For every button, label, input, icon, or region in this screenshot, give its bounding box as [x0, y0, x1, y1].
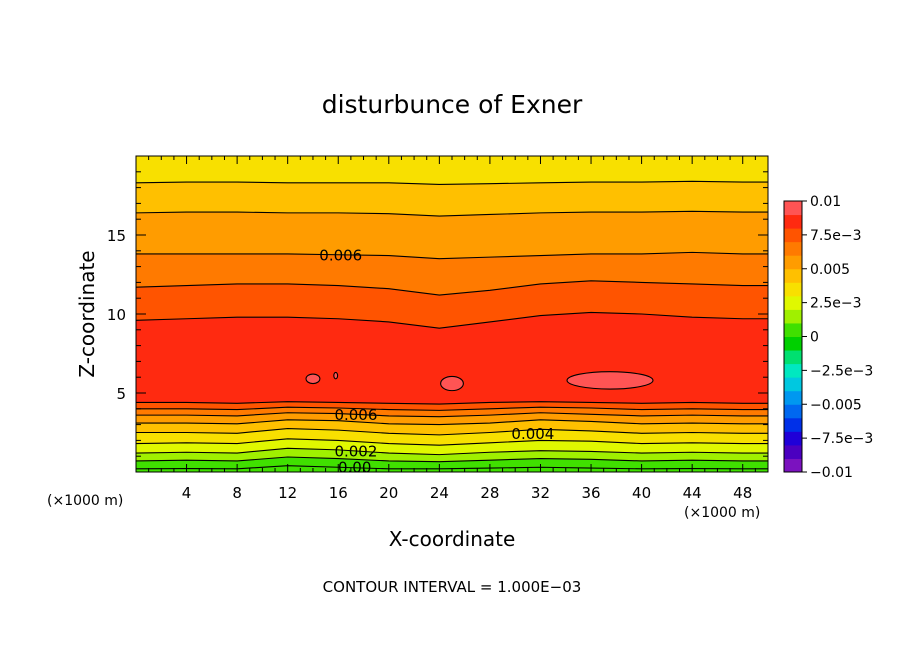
x-tick-label-12: 12	[278, 484, 297, 502]
colorbar-swatch-8	[784, 350, 802, 365]
contour-line-0-002	[136, 447, 768, 456]
colorbar-tick-label-4: 0	[810, 330, 819, 346]
x-tick-label-8: 8	[232, 484, 242, 502]
contour-line-0-003	[136, 438, 768, 446]
colorbar-tick-label-1: 7.5e−3	[810, 228, 862, 244]
colorbar-swatch-0	[784, 458, 802, 473]
x-unit-label-left: (×1000 m)	[47, 493, 123, 509]
contour-line-0-004	[136, 427, 768, 436]
x-unit-label-right: (×1000 m)	[684, 505, 760, 521]
colorbar-tick-label-5: −2.5e−3	[810, 363, 873, 379]
x-tick-label-48: 48	[733, 484, 752, 502]
colorbar-swatch-12	[784, 295, 802, 310]
colorbar-tick-label-7: −7.5e−3	[810, 431, 873, 447]
colorbar-swatch-7	[784, 363, 802, 378]
contour-line-0-008	[136, 401, 768, 405]
contour-line-0-007_upper	[136, 280, 768, 296]
colorbar-swatch-4	[784, 404, 802, 419]
y-axis-label: Z-coordinate	[75, 250, 99, 377]
contour-line-0-006_upper	[136, 251, 768, 260]
contour-lines	[136, 180, 768, 470]
x-tick-label-4: 4	[182, 484, 192, 502]
filled-band-7	[136, 407, 768, 417]
filled-band-2	[136, 448, 768, 462]
x-tick-label-28: 28	[480, 484, 499, 502]
closed-contour-1	[333, 371, 339, 380]
contour-label-1: 0.006	[334, 406, 377, 424]
contour-line-0-006	[136, 412, 768, 418]
filled-band-6	[136, 412, 768, 425]
colorbar-tick-label-0: 0.01	[810, 194, 841, 210]
chart-title: disturbunce of Exner	[322, 90, 583, 119]
contour-line-0-007	[136, 406, 768, 411]
colorbar-swatch-6	[784, 377, 802, 392]
colorbar-tick-label-2: 0.005	[810, 262, 850, 278]
colorbar-tick-label-3: 2.5e−3	[810, 296, 862, 312]
closed-contour-2	[440, 375, 464, 392]
y-tick-label-5: 5	[116, 385, 126, 403]
filled-band-13	[136, 181, 768, 217]
colorbar-tick-label-6: −0.005	[810, 397, 862, 413]
x-tick-label-40: 40	[632, 484, 651, 502]
closed-contour-0	[305, 373, 321, 385]
contour-line-0-005_upper	[136, 210, 768, 217]
contour-line-0-005	[136, 419, 768, 426]
colorbar-swatch-2	[784, 431, 802, 446]
filled-band-1	[136, 456, 768, 469]
filled-band-5	[136, 419, 768, 435]
x-tick-label-24: 24	[430, 484, 449, 502]
contour-line-0-004_upper	[136, 180, 768, 185]
colorbar-swatch-16	[784, 241, 802, 256]
colorbar-swatch-3	[784, 417, 802, 432]
colorbar-swatch-11	[784, 309, 802, 324]
contour-line-0-001	[136, 456, 768, 463]
colorbar-swatch-13	[784, 282, 802, 297]
contour-interval-note: CONTOUR INTERVAL = 1.000E−03	[323, 578, 582, 596]
x-axis: 4 8 12 16 20 24 28 32 36 40 44 48	[148, 156, 769, 502]
colorbar-swatch-17	[784, 228, 802, 243]
y-tick-label-10: 10	[107, 306, 126, 324]
x-axis-label: X-coordinate	[389, 527, 516, 551]
filled-band-11	[136, 252, 768, 296]
filled-band-14	[136, 156, 768, 185]
filled-band-4	[136, 428, 768, 446]
filled-band-10	[136, 280, 768, 329]
x-tick-label-36: 36	[581, 484, 600, 502]
y-tick-label-15: 15	[107, 227, 126, 245]
colorbar-swatch-10	[784, 322, 802, 337]
x-tick-label-32: 32	[531, 484, 550, 502]
x-tick-label-20: 20	[379, 484, 398, 502]
contour-label-2: 0.004	[511, 425, 554, 443]
colorbar: 0.01 7.5e−3 0.005 2.5e−3 0 −2.5e−3 −0.005 −7.5e…	[783, 194, 873, 481]
filled-band-3	[136, 438, 768, 455]
colorbar-swatch-15	[784, 255, 802, 270]
colorbar-swatch-9	[784, 336, 802, 351]
colorbar-swatch-18	[784, 214, 802, 229]
colorbar-tick-label-8: −0.01	[810, 465, 853, 481]
x-tick-label-44: 44	[683, 484, 702, 502]
closed-contour-3	[566, 371, 654, 390]
colorbar-swatch-5	[784, 390, 802, 405]
contour-label-4: 0.00	[338, 458, 371, 476]
contour-label-0: 0.006	[319, 247, 362, 265]
contour-line-0-008_upper	[136, 311, 768, 329]
y-axis: 5 10 15	[107, 171, 768, 457]
colorbar-swatch-14	[784, 268, 802, 283]
x-tick-label-16: 16	[329, 484, 348, 502]
colorbar-swatch-1	[784, 444, 802, 459]
filled-band-12	[136, 211, 768, 259]
colorbar-swatch-19	[784, 201, 802, 216]
contour-label-3: 0.002	[334, 442, 377, 460]
